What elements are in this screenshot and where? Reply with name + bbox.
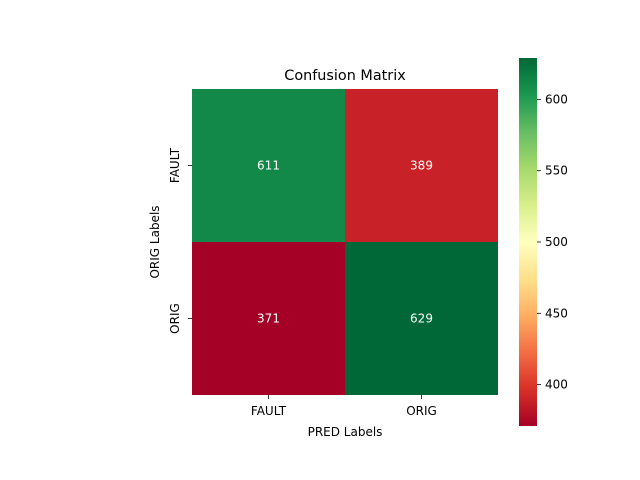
cell-value-label: 389 <box>410 159 433 173</box>
cell-value-label: 611 <box>257 159 280 173</box>
heatmap-cell <box>345 89 498 242</box>
colorbar-tick-label: 400 <box>545 378 568 392</box>
heatmap-cells: 611 389 371 629 <box>192 89 498 395</box>
y-tick-label: ORIG <box>168 303 182 334</box>
y-axis-label: ORIG Labels <box>148 205 162 278</box>
y-axis-ticks: FAULT ORIG <box>168 147 192 334</box>
x-axis-ticks: FAULT ORIG <box>251 395 437 418</box>
colorbar-tick-label: 500 <box>545 235 568 249</box>
x-axis-label: PRED Labels <box>308 425 383 439</box>
heatmap-cell <box>192 89 345 242</box>
colorbar <box>519 58 537 426</box>
y-tick-label: FAULT <box>168 147 182 183</box>
cell-value-label: 629 <box>410 312 433 326</box>
cell-value-label: 371 <box>257 312 280 326</box>
colorbar-tick-label: 550 <box>545 164 568 178</box>
x-tick-label: FAULT <box>251 404 287 418</box>
colorbar-ticks: 400 450 500 550 600 <box>537 92 568 392</box>
heatmap-cell <box>192 242 345 395</box>
colorbar-tick-label: 450 <box>545 306 568 320</box>
heatmap-cell <box>345 242 498 395</box>
x-tick-label: ORIG <box>406 404 437 418</box>
chart-title: Confusion Matrix <box>284 68 406 84</box>
colorbar-tick-label: 600 <box>545 92 568 106</box>
